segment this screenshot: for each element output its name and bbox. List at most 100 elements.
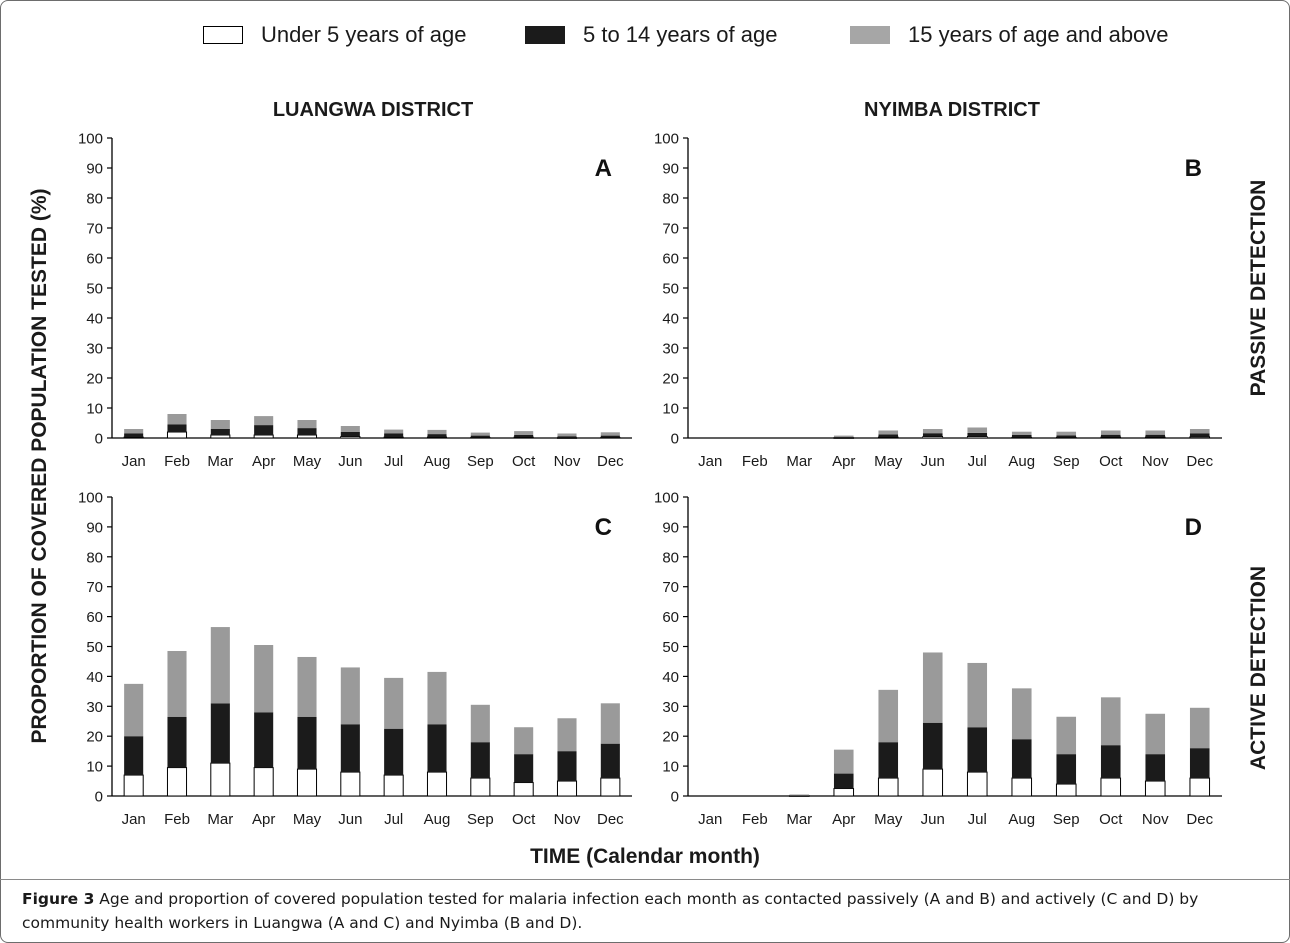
panel-b-bar-apr-series0 (833, 437, 855, 439)
caption-figure-label: Figure 3 (22, 890, 95, 908)
panel-d-bar-dec-series2 (1189, 707, 1210, 749)
legend-swatch-15plus (850, 26, 890, 44)
figure-caption: Figure 3 Age and proportion of covered p… (22, 887, 1262, 935)
panel-a-x-tick-label: Nov (554, 453, 581, 470)
panel-a-bar-oct-series0 (513, 436, 534, 439)
panel-d-x-tick-label: Sep (1053, 811, 1080, 828)
panel-a-bar-apr-series2 (254, 416, 274, 426)
panel-c-bar-apr-series1 (254, 712, 274, 768)
panel-a-bar-nov-series0 (556, 437, 578, 439)
panel-c-bar-oct-series1 (514, 754, 534, 783)
panel-d-bar-mar-series2 (789, 794, 810, 796)
panel-c-x-tick-label: Jul (384, 811, 403, 828)
caption-divider (0, 879, 1290, 880)
panel-a-bar-oct-series1 (514, 435, 534, 438)
panel-a-bar-nov-series1 (557, 436, 577, 438)
panel-b-bar-sep-series2 (1056, 431, 1077, 436)
panel-c-bar-may-series2 (297, 656, 317, 717)
panel-a-bar-mar-series2 (210, 420, 230, 429)
panel-b-bar-may-series0 (877, 436, 899, 439)
panel-d-bar-jul-series2 (967, 662, 988, 728)
panel-b-x-tick-label: Jul (968, 453, 987, 470)
panel-b-y-tick-label: 10 (662, 401, 679, 418)
legend-label-15plus: 15 years of age and above (908, 22, 1169, 47)
panel-b-bar-dec-series0 (1189, 436, 1211, 439)
x-axis-title: TIME (Calendar month) (530, 845, 760, 868)
legend-label-under5: Under 5 years of age (261, 22, 467, 47)
panel-b-y-tick-label: 20 (662, 371, 679, 388)
panel-d-bar-jul-series1 (967, 727, 988, 773)
panel-c-y-tick-label: 50 (86, 639, 103, 656)
panel-a-x-tick-label: Aug (424, 453, 451, 470)
panel-c-bar-jun-series0 (340, 771, 361, 797)
panel-c-y-tick-label: 70 (86, 579, 103, 596)
panel-d-bar-jul-series0 (966, 771, 988, 797)
panel-d-bar-mar-series1 (789, 795, 810, 797)
panel-a-bar-apr-series0 (253, 434, 274, 439)
legend-swatch-under5 (203, 26, 243, 44)
panel-d-bar-sep-series2 (1056, 716, 1077, 755)
panel-d-label: D (1185, 514, 1202, 541)
panel-b-bar-jun-series2 (922, 429, 943, 434)
panel-c-bar-sep-series2 (470, 704, 490, 743)
panel-a-bar-jul-series1 (384, 433, 404, 438)
panel-b-bar-nov-series2 (1145, 430, 1166, 435)
panel-d-bar-may-series2 (878, 689, 899, 743)
panel-c-bar-may-series1 (297, 716, 317, 770)
panel-d-bar-aug-series0 (1011, 777, 1033, 797)
panel-c-bar-jan-series0 (123, 774, 144, 797)
panel-c-bar-jul-series1 (384, 728, 404, 776)
panel-c-bar-sep-series0 (470, 777, 491, 797)
panel-c-bar-jun-series1 (340, 724, 360, 773)
panel-c-bar-nov-series1 (557, 751, 577, 782)
panel-d-bar-aug-series2 (1011, 688, 1032, 740)
panel-b-x-tick-label: Feb (742, 453, 768, 470)
panel-a-bar-dec-series2 (600, 432, 620, 436)
panel-a-x-tick-label: Jan (122, 453, 146, 470)
panel-c-y-tick-label: 80 (86, 549, 103, 566)
panel-c-y-tick-label: 100 (78, 490, 103, 507)
panel-d-y-tick-label: 20 (662, 729, 679, 746)
panel-d-y-tick-label: 50 (662, 639, 679, 656)
panel-a-x-tick-label: Feb (164, 453, 190, 470)
panel-a-x-tick-label: Mar (207, 453, 233, 470)
panel-b-x-tick-label: Nov (1142, 453, 1169, 470)
panel-d-y-tick-label: 40 (662, 669, 679, 686)
panel-c-x-tick-label: Jan (122, 811, 146, 828)
panel-c-x-tick-label: May (293, 811, 322, 828)
panel-a-bar-feb-series0 (166, 431, 188, 439)
panel-a-bar-mar-series1 (210, 429, 230, 435)
panel-d-x-tick-label: Nov (1142, 811, 1169, 828)
panel-c-x-tick-label: Mar (207, 811, 233, 828)
panel-a-bar-aug-series2 (427, 429, 447, 435)
panel-b-bar-aug-series1 (1011, 435, 1032, 438)
panel-d-x-tick-label: Mar (786, 811, 812, 828)
panel-c-bar-feb-series1 (167, 716, 187, 768)
panel-c-bar-mar-series0 (210, 762, 231, 797)
panel-b-x-tick-label: Mar (786, 453, 812, 470)
panel-c-bar-jan-series2 (124, 683, 144, 737)
panel-b-bar-sep-series1 (1056, 435, 1077, 438)
panel-d-bar-oct-series1 (1100, 745, 1121, 779)
panel-a-bar-apr-series1 (254, 425, 274, 435)
panel-d-bar-may-series1 (878, 742, 899, 779)
caption-text: Age and proportion of covered population… (22, 890, 1199, 932)
panel-c-y-tick-label: 60 (86, 609, 103, 626)
panel-a-y-tick-label: 70 (86, 221, 103, 238)
panel-d-bar-nov-series1 (1145, 754, 1166, 782)
panel-c-x-tick-label: Sep (467, 811, 494, 828)
panel-c-bar-oct-series2 (514, 727, 534, 755)
panel-d-bar-oct-series0 (1100, 777, 1122, 797)
panel-c-bar-apr-series2 (254, 645, 274, 713)
panel-a-bar-nov-series2 (557, 433, 577, 437)
panel-d-bar-sep-series0 (1055, 783, 1077, 797)
panel-a-bar-dec-series0 (600, 436, 621, 439)
panel-d-bar-apr-series0 (833, 788, 855, 797)
panel-b-bar-aug-series0 (1011, 436, 1033, 439)
panel-d-x-tick-label: Feb (742, 811, 768, 828)
panel-a-y-tick-label: 10 (86, 401, 103, 418)
panel-b-y-tick-label: 60 (662, 251, 679, 268)
panel-b-bar-apr-series2 (833, 435, 854, 438)
panel-b-bar-dec-series1 (1189, 433, 1210, 437)
